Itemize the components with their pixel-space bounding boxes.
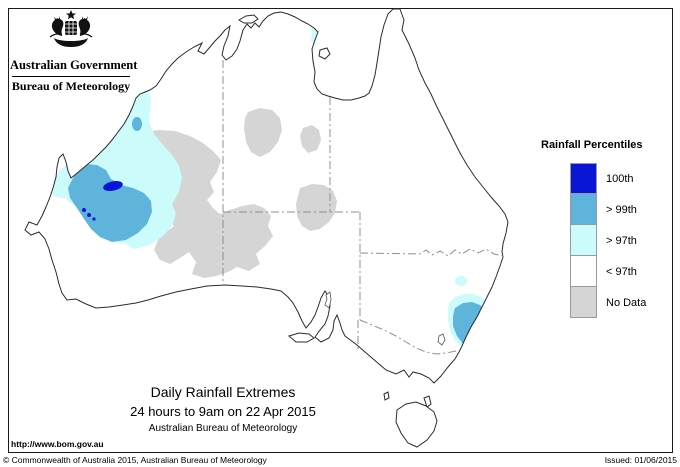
mainland-coastline [24, 8, 509, 384]
king-island [383, 391, 390, 401]
region-p99-port-hedland [132, 117, 142, 131]
islands [238, 14, 438, 448]
region-p100-pilbara-core [103, 181, 123, 191]
government-header: Australian Government Bureau of Meteorol… [10, 10, 138, 94]
region-p100-coast-dot-1 [82, 208, 86, 212]
legend-row-lt97th: < 97th [570, 256, 646, 287]
caption-title: Daily Rainfall Extremes [150, 384, 296, 400]
bureau-title: Bureau of Meteorology [11, 79, 131, 93]
legend-label-nodata: No Data [606, 296, 647, 309]
border-nsw-vic [359, 319, 457, 355]
region-nodata-nt-qld-corner [296, 184, 337, 231]
legend-label-gt97th: > 97th [606, 234, 637, 247]
legend-title: Rainfall Percentiles [541, 139, 643, 151]
region-p100-coast-dot-2 [87, 213, 91, 217]
kangaroo-island [287, 332, 315, 343]
legend-swatch-gt99th [570, 194, 597, 225]
copyright-notice: © Commonwealth of Australia 2015, Austra… [3, 455, 267, 465]
issued-date: Issued: 01/06/2015 [604, 455, 677, 465]
region-p99-pilbara [68, 164, 152, 242]
tasmania [395, 401, 438, 448]
act-outline [437, 333, 446, 346]
legend-row-nodata: No Data [570, 287, 646, 318]
region-nodata-nt-east [300, 125, 321, 153]
melville-island [238, 14, 259, 24]
lake-torrens [324, 291, 332, 309]
legend-swatch-gt97th [570, 225, 597, 256]
bom-url: http://www.bom.gov.au [11, 439, 104, 449]
coat-of-arms-icon [49, 10, 93, 47]
map-frame-border [8, 8, 673, 453]
region-p97-nsw-inland-spot [455, 276, 467, 286]
header-divider [12, 76, 130, 77]
legend-swatch-lt97th [570, 256, 597, 287]
rainfall-percentiles-legend: 100th > 99th > 97th < 97th No Data [570, 163, 646, 318]
flinders-island [423, 395, 432, 408]
legend-row-gt99th: > 99th [570, 194, 646, 225]
inland-features [324, 291, 446, 346]
border-qld-nsw [359, 248, 504, 257]
legend-row-gt97th: > 97th [570, 225, 646, 256]
legend-row-100th: 100th [570, 163, 646, 194]
government-title: Australian Government [10, 58, 138, 72]
legend-label-100th: 100th [606, 172, 634, 185]
legend-label-gt99th: > 99th [606, 203, 637, 216]
caption-org: Australian Bureau of Meteorology [148, 423, 298, 434]
region-p100-coast-dot-3 [92, 217, 96, 221]
groote-eylandt [318, 47, 331, 60]
emu-silhouette [78, 16, 91, 36]
legend-label-lt97th: < 97th [606, 265, 637, 278]
state-borders [222, 60, 504, 355]
caption-period: 24 hours to 9am on 22 Apr 2015 [130, 404, 316, 419]
kangaroo-silhouette [51, 16, 64, 36]
crest-scroll [54, 38, 88, 47]
legend-swatch-100th [570, 163, 597, 194]
region-nodata-nt-west [244, 108, 282, 157]
map-caption: Daily Rainfall Extremes 24 hours to 9am … [100, 384, 346, 434]
legend-swatch-nodata [570, 287, 597, 318]
